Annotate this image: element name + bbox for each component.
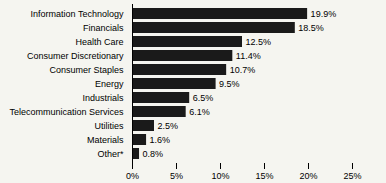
svg-text:Information Technology: Information Technology <box>31 9 124 19</box>
svg-text:Consumer Discretionary: Consumer Discretionary <box>27 51 124 61</box>
svg-text:12.5%: 12.5% <box>246 37 272 47</box>
svg-text:10%: 10% <box>211 171 229 181</box>
svg-text:Energy: Energy <box>95 79 124 89</box>
svg-text:15%: 15% <box>255 171 273 181</box>
svg-text:25%: 25% <box>343 171 361 181</box>
svg-text:2.5%: 2.5% <box>158 121 179 131</box>
svg-text:9.5%: 9.5% <box>219 79 240 89</box>
svg-text:18.5%: 18.5% <box>298 23 324 33</box>
svg-text:Utilities: Utilities <box>94 121 124 131</box>
svg-text:6.1%: 6.1% <box>189 107 210 117</box>
svg-text:Telecommunication Services: Telecommunication Services <box>9 107 124 117</box>
svg-text:11.4%: 11.4% <box>236 51 261 61</box>
svg-text:Industrials: Industrials <box>82 93 124 103</box>
svg-text:20%: 20% <box>299 171 317 181</box>
svg-text:Other*: Other* <box>97 149 124 159</box>
svg-text:5%: 5% <box>170 171 183 181</box>
svg-text:6.5%: 6.5% <box>193 93 214 103</box>
svg-text:0%: 0% <box>126 171 139 181</box>
svg-text:Consumer Staples: Consumer Staples <box>49 65 124 75</box>
svg-text:1.6%: 1.6% <box>150 135 171 145</box>
svg-text:0.8%: 0.8% <box>143 149 164 159</box>
svg-text:Materials: Materials <box>87 135 124 145</box>
svg-text:10.7%: 10.7% <box>230 65 256 75</box>
svg-text:Financials: Financials <box>83 23 124 33</box>
svg-text:19.9%: 19.9% <box>311 9 337 19</box>
svg-text:Health Care: Health Care <box>75 37 123 47</box>
